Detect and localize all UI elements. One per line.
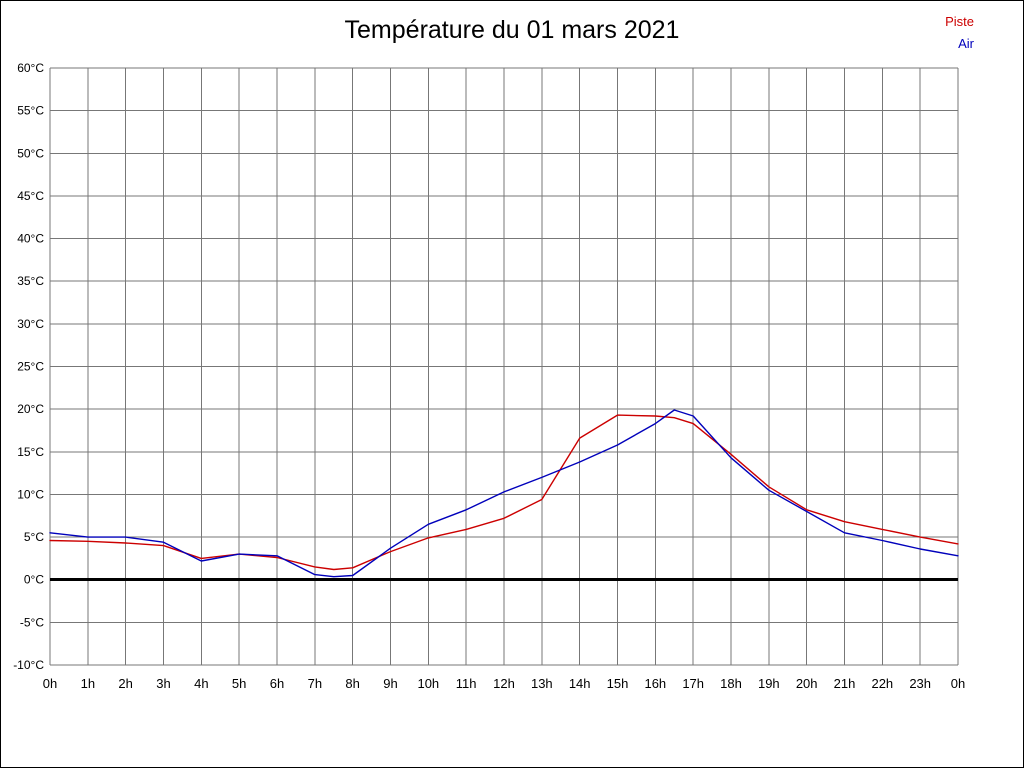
y-tick-label: -10°C (13, 658, 44, 672)
x-tick-label: 10h (417, 676, 439, 691)
y-tick-label: 15°C (17, 445, 44, 459)
legend-item-piste: Piste (945, 14, 974, 29)
x-tick-label: 8h (345, 676, 359, 691)
x-tick-label: 9h (383, 676, 397, 691)
y-tick-label: -5°C (20, 615, 44, 629)
x-tick-label: 18h (720, 676, 742, 691)
x-tick-label: 3h (156, 676, 170, 691)
x-tick-label: 0h (43, 676, 57, 691)
x-tick-label: 22h (871, 676, 893, 691)
x-tick-label: 4h (194, 676, 208, 691)
y-tick-label: 20°C (17, 402, 44, 416)
x-axis-tick-labels: 0h 1h 2h 3h 4h 5h 6h 7h 8h 9h 10h 11h 12h 13h 14h 15h 16… (43, 676, 965, 691)
y-tick-label: 35°C (17, 274, 44, 288)
x-tick-label: 1h (81, 676, 95, 691)
air-temperature-line (49, 409, 959, 578)
x-tick-label: 15h (607, 676, 629, 691)
y-tick-label: 60°C (17, 61, 44, 75)
y-tick-label: 55°C (17, 104, 44, 118)
x-tick-label: 20h (796, 676, 818, 691)
x-tick-label: 7h (308, 676, 322, 691)
x-tick-label: 6h (270, 676, 284, 691)
x-tick-label: 11h (456, 676, 477, 691)
y-axis-tick-labels: 60°C 55°C 50°C 45°C 40°C 35°C 30°C 25°C 20°C 15°C… (13, 61, 44, 672)
x-tick-label: 21h (834, 676, 856, 691)
x-tick-label: 12h (493, 676, 515, 691)
x-tick-label: 5h (232, 676, 246, 691)
x-tick-label: 2h (118, 676, 132, 691)
x-tick-label: 14h (569, 676, 591, 691)
y-tick-label: 25°C (17, 360, 44, 374)
y-tick-label: 10°C (17, 487, 44, 501)
x-tick-label: 13h (531, 676, 553, 691)
chart-legend: Piste Air (945, 11, 974, 55)
x-tick-label: 17h (682, 676, 704, 691)
legend-item-air: Air (958, 36, 974, 51)
x-tick-label: 16h (644, 676, 666, 691)
chart-title: Température du 01 mars 2021 (344, 16, 680, 44)
y-tick-label: 50°C (17, 146, 44, 160)
y-tick-label: 0°C (24, 573, 44, 587)
x-tick-label: 23h (909, 676, 931, 691)
y-tick-label: 5°C (24, 530, 44, 544)
x-tick-label: 19h (758, 676, 780, 691)
y-tick-label: 30°C (17, 317, 44, 331)
y-tick-label: 40°C (17, 232, 44, 246)
piste-temperature-line (49, 414, 959, 571)
y-tick-label: 45°C (17, 189, 44, 203)
x-tick-label: 0h (951, 676, 965, 691)
